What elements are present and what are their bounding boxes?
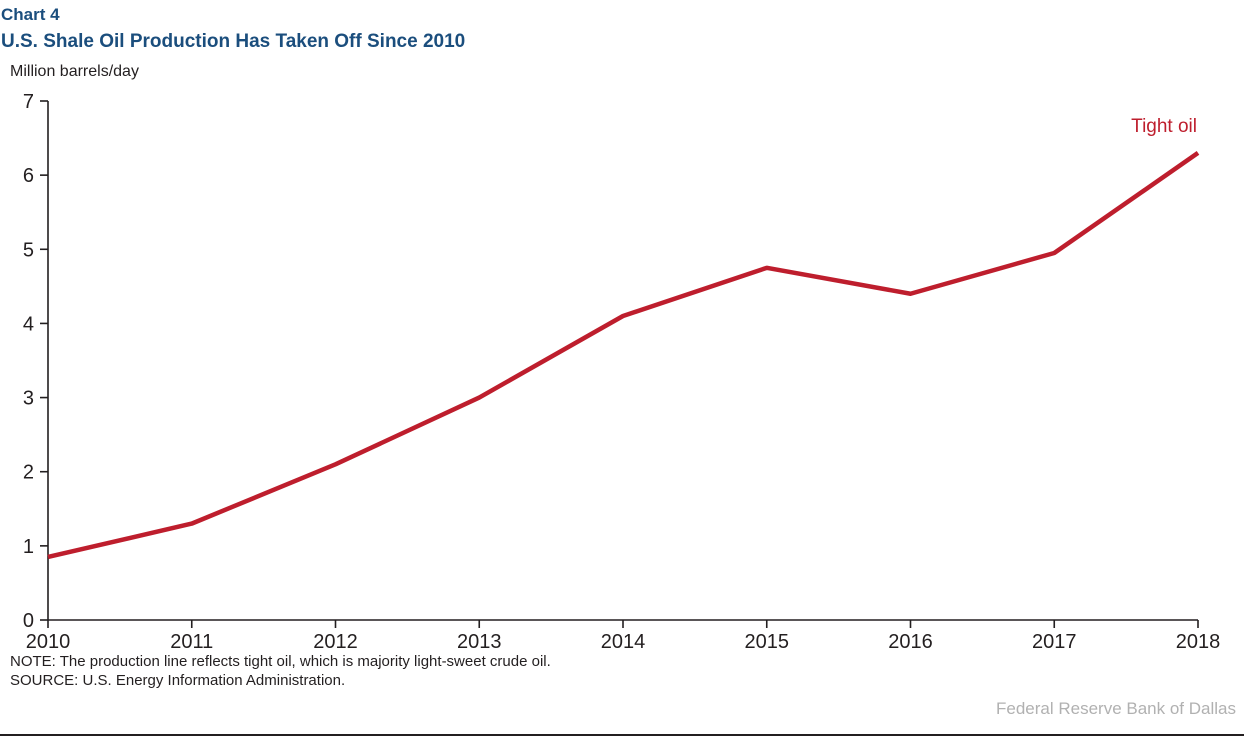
chart-number: Chart 4 xyxy=(1,5,60,24)
x-tick-label: 2014 xyxy=(601,631,646,653)
y-axis-unit-label: Million barrels/day xyxy=(10,63,139,80)
x-tick-label: 2017 xyxy=(1032,631,1077,653)
y-tick-label: 6 xyxy=(23,165,34,187)
y-tick-label: 2 xyxy=(23,462,34,484)
bottom-divider xyxy=(0,734,1244,736)
series-label-tight-oil: Tight oil xyxy=(1131,116,1197,137)
y-tick-label: 7 xyxy=(23,91,34,113)
footnotes: NOTE: The production line reflects tight… xyxy=(10,652,551,690)
y-tick-label: 4 xyxy=(23,313,34,335)
chart-title: U.S. Shale Oil Production Has Taken Off … xyxy=(1,31,466,52)
x-tick-label: 2015 xyxy=(745,631,790,653)
y-tick-label: 5 xyxy=(23,239,34,261)
x-tick-label: 2010 xyxy=(26,631,71,653)
y-tick-label: 3 xyxy=(23,388,34,410)
x-tick-label: 2016 xyxy=(888,631,933,653)
note-text: NOTE: The production line reflects tight… xyxy=(10,653,551,670)
x-tick-label: 2011 xyxy=(170,631,213,653)
data-line-tight-oil xyxy=(47,151,1200,560)
x-tick-label: 2012 xyxy=(313,631,358,653)
x-tick-label: 2018 xyxy=(1176,631,1221,653)
y-tick-label: 1 xyxy=(23,536,34,558)
y-tick-label: 0 xyxy=(23,610,34,632)
branding-text: Federal Reserve Bank of Dallas xyxy=(995,699,1236,718)
axis-lines xyxy=(47,101,1198,621)
x-tick-label: 2013 xyxy=(457,631,502,653)
source-text: SOURCE: U.S. Energy Information Administ… xyxy=(10,672,346,689)
